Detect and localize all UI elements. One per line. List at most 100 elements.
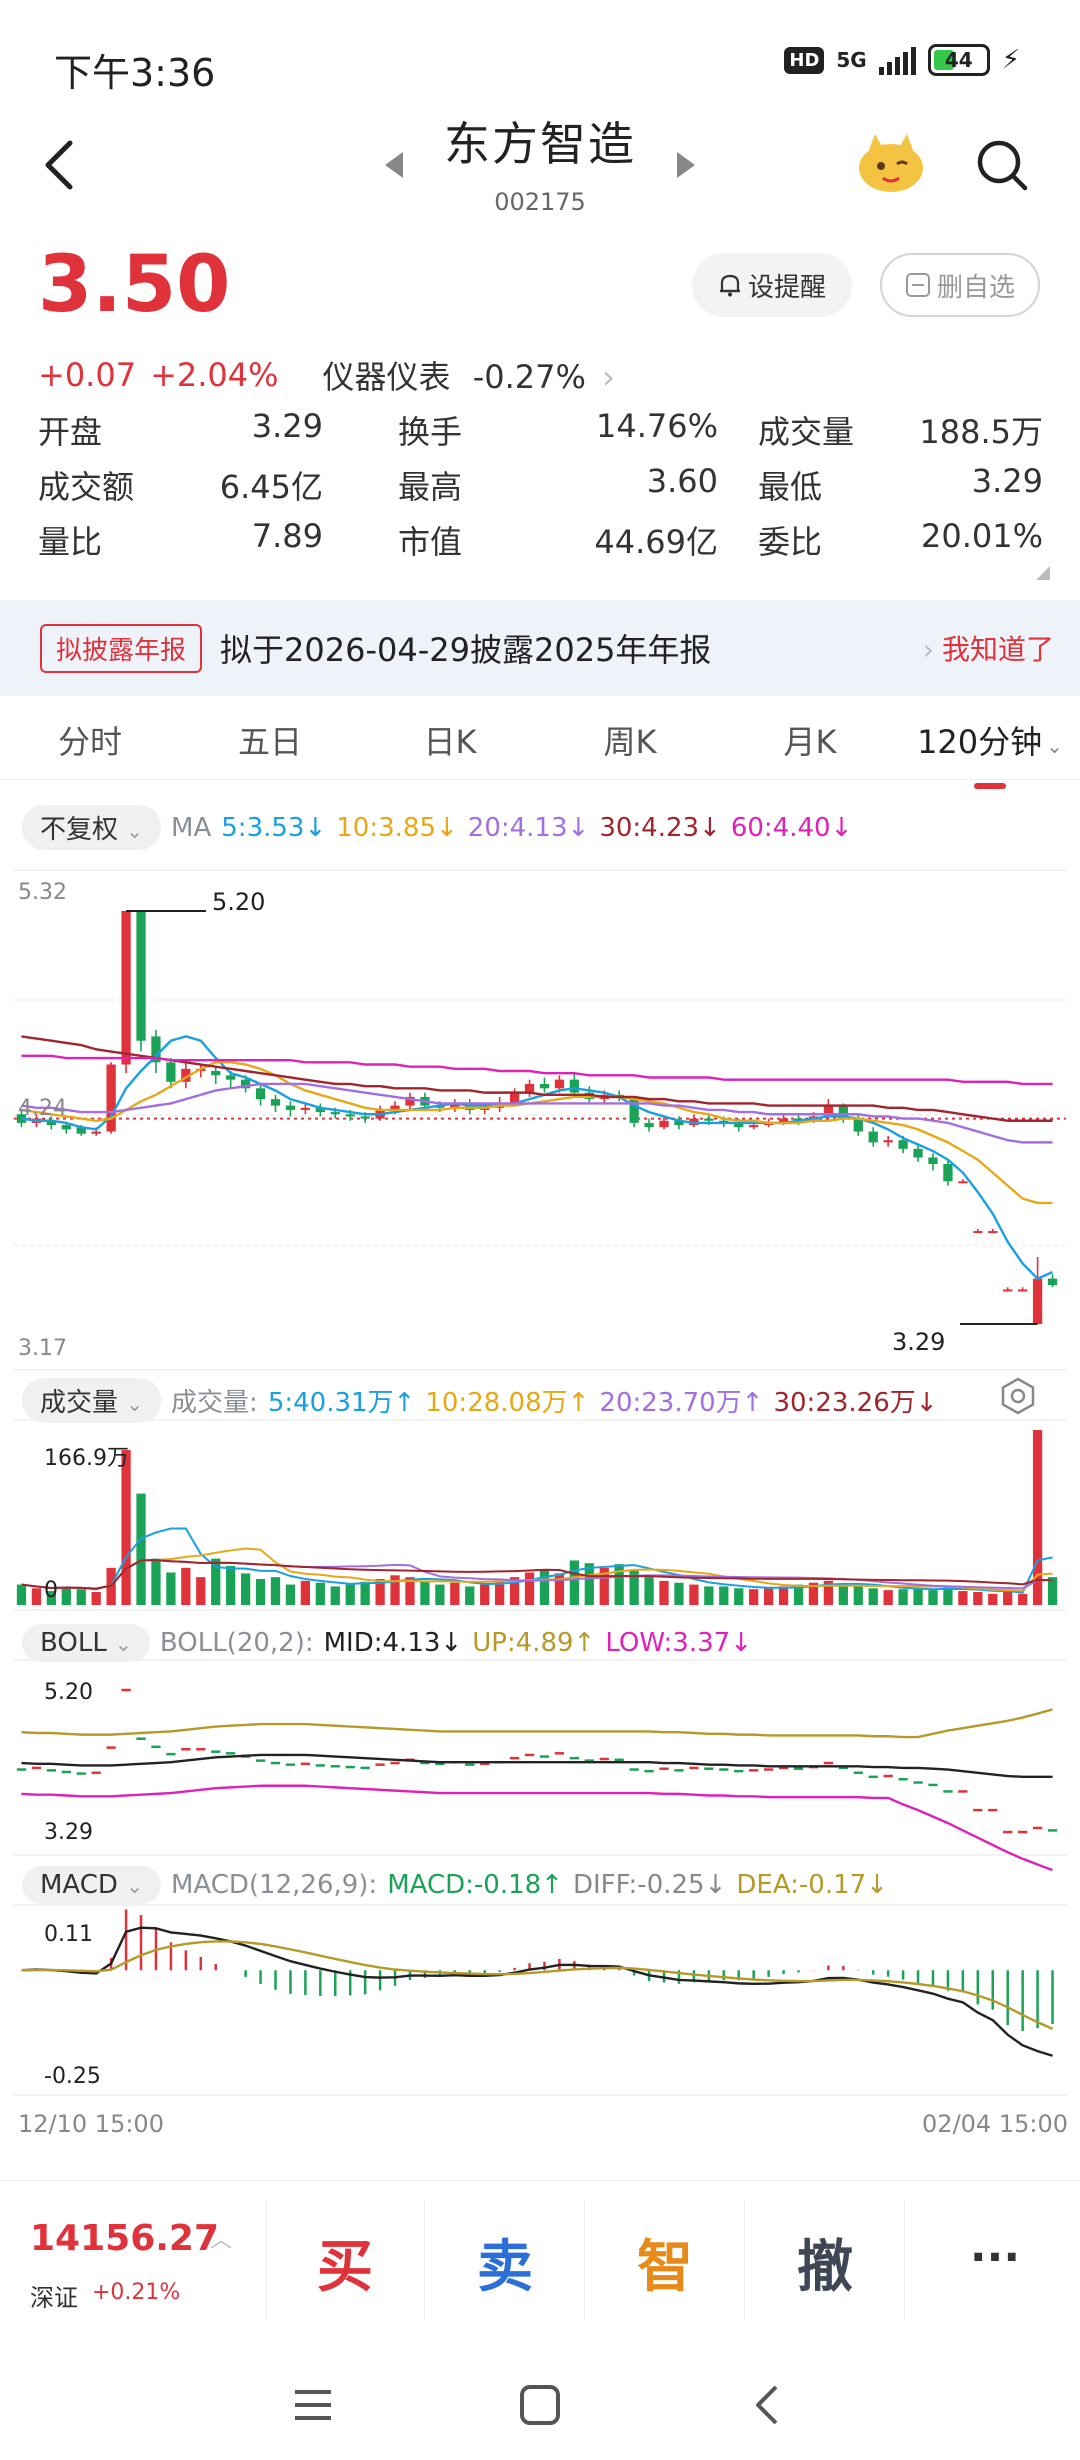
period-tabs: 分时 五日 日K 周K 月K 120分钟 ⌄ xyxy=(0,700,1080,789)
candle-body xyxy=(554,1079,565,1089)
candle-body xyxy=(883,1140,893,1143)
vol-ma20-line xyxy=(21,1559,1053,1590)
price-change: +0.07 xyxy=(38,356,137,394)
charging-icon: ⚡ xyxy=(1001,45,1020,75)
stock-name: 东方智造 xyxy=(444,117,636,171)
boll-params: BOLL(20,2): xyxy=(159,1628,314,1658)
chevron-right-icon: › xyxy=(602,358,615,396)
macd-params: MACD(12,26,9): xyxy=(170,1870,378,1900)
hd-badge: HD xyxy=(784,46,825,74)
stats-row: 量比 7.89 市值 44.69亿 委比 20.01% xyxy=(38,512,1043,567)
volume-bar xyxy=(629,1569,639,1605)
volume-bar xyxy=(719,1586,729,1605)
ma-line-ma60 xyxy=(21,1054,1053,1086)
price-change-pct: +2.04% xyxy=(150,356,279,394)
tab-monthly-k[interactable]: 月K xyxy=(783,722,837,761)
candle-body xyxy=(1018,1289,1028,1292)
trade-bar xyxy=(0,2180,1080,2350)
candle-body xyxy=(1047,1278,1058,1286)
index-change: +0.21% xyxy=(92,2280,181,2305)
smart-button[interactable]: 智 xyxy=(637,2235,693,2300)
candle-body xyxy=(569,1079,579,1093)
indicator-settings-button[interactable] xyxy=(998,1376,1038,1420)
industry-link[interactable]: 仪器仪表 -0.27% › xyxy=(323,352,615,398)
volume-bar xyxy=(778,1586,789,1605)
sell-button[interactable]: 卖 xyxy=(477,2235,533,2300)
candle-body xyxy=(734,1122,744,1128)
volume-bar xyxy=(240,1573,251,1605)
search-button[interactable] xyxy=(975,138,1029,192)
buy-button[interactable]: 买 xyxy=(317,2235,373,2300)
macd-legend: MACD ⌄ MACD(12,26,9): MACD:-0.18↑ DIFF:-… xyxy=(22,1866,888,1904)
adjust-dropdown[interactable]: 不复权 ⌄ xyxy=(22,805,162,850)
macd-indicator-dropdown[interactable]: MACD ⌄ xyxy=(22,1866,161,1904)
volume-bar xyxy=(375,1579,385,1605)
volume-bar xyxy=(734,1588,744,1605)
low-price-label: 3.29 xyxy=(892,1328,946,1356)
industry-pct: -0.27% xyxy=(472,358,586,396)
candle-body xyxy=(330,1112,340,1115)
boll-top-label: 5.20 xyxy=(44,1680,93,1705)
expand-corner-icon[interactable] xyxy=(1036,566,1050,580)
volume-bar xyxy=(763,1588,774,1605)
vol-ma20-value: 20:23.70万↑ xyxy=(599,1388,764,1418)
volume-bar xyxy=(689,1584,699,1605)
stat-volume-ratio: 量比 7.89 xyxy=(38,516,323,561)
remove-watchlist-label: 删自选 xyxy=(936,272,1015,303)
mascot-button[interactable] xyxy=(855,130,927,194)
prev-stock-button[interactable] xyxy=(383,150,405,184)
high-price-label: 5.20 xyxy=(212,888,266,916)
stock-chart[interactable] xyxy=(0,0,1080,2180)
index-value[interactable]: 14156.27 xyxy=(30,2218,220,2259)
volume-bar xyxy=(315,1582,325,1605)
volume-indicator-dropdown[interactable]: 成交量 ⌄ xyxy=(22,1378,162,1423)
ma-label: MA xyxy=(171,812,212,843)
volume-bar xyxy=(898,1589,908,1605)
next-stock-button[interactable] xyxy=(675,150,697,184)
notice-banner: 拟披露年报 拟于2026-04-29披露2025年年报 › 我知道了 xyxy=(0,600,1080,696)
network-label: 5G xyxy=(836,48,867,72)
tab-daily-k[interactable]: 日K xyxy=(423,722,477,761)
tab-five-day[interactable]: 五日 xyxy=(237,722,302,761)
volume-zero-label: 0 xyxy=(44,1578,58,1603)
system-back-button[interactable] xyxy=(737,2375,797,2435)
stat-amount: 成交额 6.45亿 xyxy=(38,467,323,506)
candle-body xyxy=(838,1105,848,1119)
candle-body xyxy=(958,1181,968,1184)
volume-bar xyxy=(988,1593,998,1605)
volume-bar xyxy=(46,1591,56,1605)
cancel-order-button[interactable]: 撤 xyxy=(797,2235,853,2300)
bell-icon xyxy=(719,274,740,297)
more-button[interactable]: ··· xyxy=(969,2232,1021,2283)
candle-body xyxy=(973,1231,983,1234)
dea-value: DEA:-0.17↓ xyxy=(736,1870,888,1900)
remove-watchlist-button[interactable]: 删自选 xyxy=(880,253,1040,317)
volume-bar xyxy=(838,1584,848,1605)
volume-bar xyxy=(121,1450,131,1605)
tab-intraday[interactable]: 分时 xyxy=(57,722,122,761)
home-icon xyxy=(519,2385,560,2425)
tab-120-minute[interactable]: 120分钟 ⌄ xyxy=(900,717,1080,789)
notice-text: 拟于2026-04-29披露2025年年报 xyxy=(220,631,712,669)
minus-box-icon xyxy=(905,273,930,297)
volume-bar xyxy=(883,1590,893,1605)
candle-body xyxy=(136,910,146,1041)
ma60-value: 60:4.40↓ xyxy=(730,812,853,843)
ma5-value: 5:3.53↓ xyxy=(221,812,327,843)
volume-bar xyxy=(659,1580,669,1605)
candle-body xyxy=(61,1125,71,1130)
set-alert-button[interactable]: 设提醒 xyxy=(692,253,852,317)
candle-body xyxy=(255,1088,266,1100)
tab-weekly-k[interactable]: 周K xyxy=(603,722,657,761)
back-button[interactable] xyxy=(40,135,80,195)
boll-indicator-dropdown[interactable]: BOLL ⌄ xyxy=(22,1624,150,1662)
macd-value: MACD:-0.18↑ xyxy=(387,1870,563,1900)
home-button[interactable] xyxy=(510,2375,570,2435)
volume-bar xyxy=(390,1575,400,1605)
menu-button[interactable] xyxy=(283,2375,343,2435)
volume-bar xyxy=(524,1572,535,1605)
volume-bar xyxy=(345,1584,355,1605)
dismiss-notice-button[interactable]: › 我知道了 xyxy=(922,633,1054,666)
chevron-up-icon[interactable]: ︿ xyxy=(210,2228,233,2253)
volume-bar xyxy=(644,1577,654,1605)
